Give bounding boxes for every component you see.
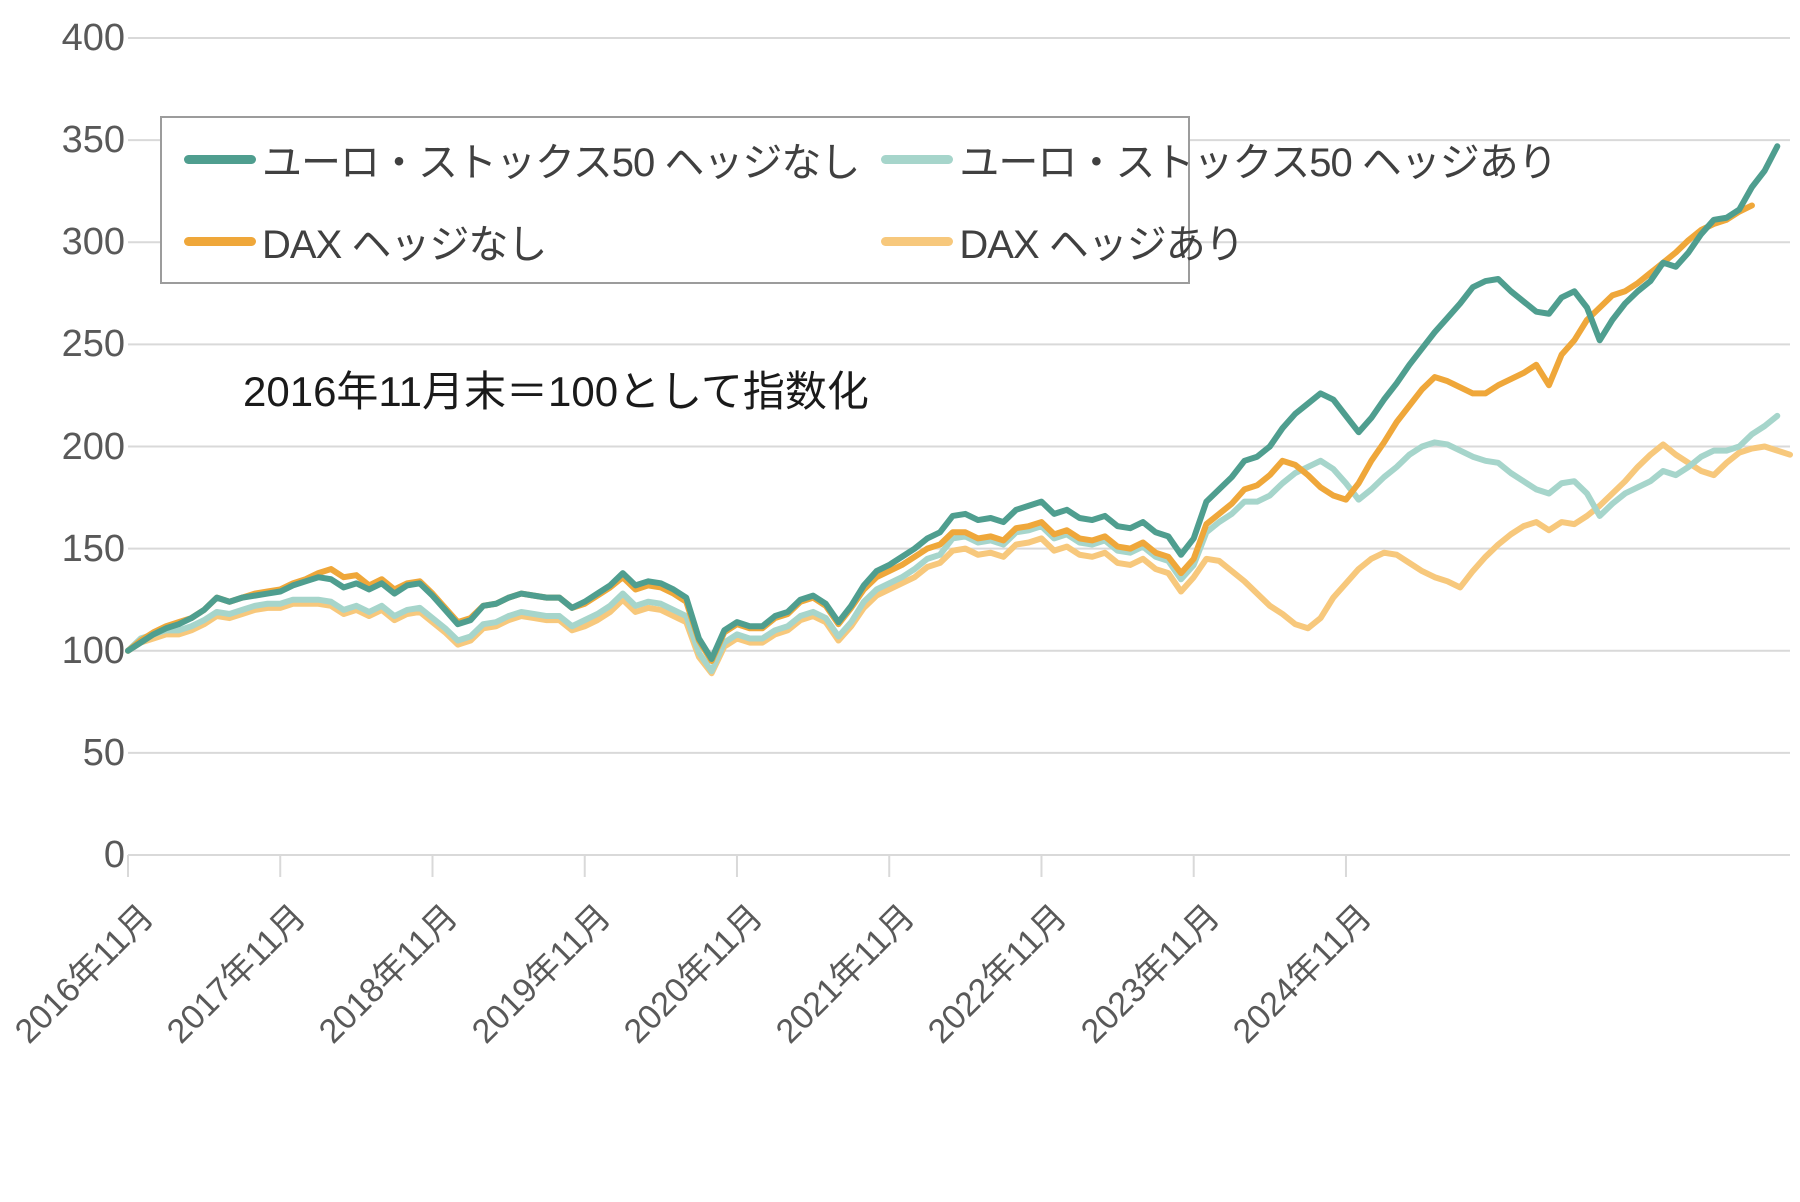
legend-label-dax-unhedged: DAX ヘッジなし [262, 223, 547, 267]
legend: ユーロ・ストックス50 ヘッジなし ユーロ・ストックス50 ヘッジあり DAX … [160, 116, 1558, 284]
legend-swatch-dax-hedged [881, 236, 954, 246]
legend-label-eurostoxx50-hedged: ユーロ・ストックス50 ヘッジあり [959, 141, 1557, 185]
series-line [125, 441, 1793, 677]
legend-item-dax-unhedged[interactable]: DAX ヘッジなし [162, 212, 859, 270]
chart-annotation: 2016年11月末＝100として指数化 [243, 368, 869, 415]
y-axis-tick-labels: 0 50 100 150 200 250 300 350 400 [0, 0, 125, 1202]
y-axis-tick-200: 200 [61, 425, 125, 468]
legend-swatch-dax-unhedged [184, 236, 256, 246]
y-axis-tick-400: 400 [61, 17, 125, 59]
y-axis-tick-150: 150 [61, 527, 125, 570]
y-axis-tick-250: 250 [61, 323, 125, 366]
legend-item-dax-hedged[interactable]: DAX ヘッジあり [859, 212, 1556, 270]
y-axis-tick-350: 350 [61, 119, 125, 162]
x-axis-tick-marks [127, 855, 1347, 877]
series-lines [125, 143, 1793, 677]
legend-swatch-eurostoxx50-hedged [881, 154, 954, 164]
series-line [125, 412, 1781, 675]
legend-item-eurostoxx50-unhedged[interactable]: ユーロ・ストックス50 ヘッジなし [162, 130, 860, 188]
legend-label-dax-hedged: DAX ヘッジあり [959, 223, 1244, 267]
y-axis-tick-0: 0 [103, 834, 125, 876]
y-axis-tick-100: 100 [61, 629, 125, 672]
y-axis-tick-300: 300 [61, 221, 125, 264]
series-line [125, 143, 1781, 662]
legend-swatch-eurostoxx50-unhedged [184, 154, 256, 164]
legend-item-eurostoxx50-hedged[interactable]: ユーロ・ストックス50 ヘッジあり [859, 130, 1558, 188]
y-axis-tick-50: 50 [82, 731, 125, 774]
legend-label-eurostoxx50-unhedged: ユーロ・ストックス50 ヘッジなし [262, 141, 860, 185]
